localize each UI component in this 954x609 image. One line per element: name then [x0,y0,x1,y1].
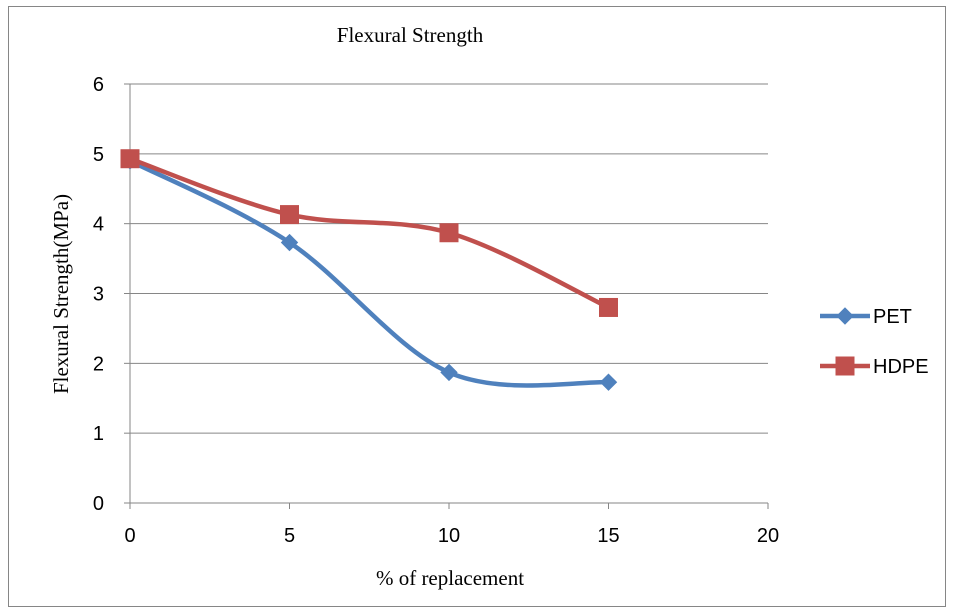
x-tick-label: 5 [284,525,295,547]
y-tick-label: 1 [93,423,104,445]
series-line-hdpe [127,156,611,310]
chart-title: Flexural Strength [337,23,484,47]
legend-item-pet: PET [820,306,912,328]
x-axis-title: % of replacement [376,566,524,590]
y-tick-label: 2 [93,353,104,375]
data-point-pet [440,363,458,382]
data-point-hdpe [599,297,618,317]
data-point-hdpe [280,205,299,225]
x-tick-label: 0 [124,525,135,547]
legend-label: PET [873,306,912,328]
tick-labels: 0 1 2 3 4 5 6 0 5 10 15 20 [93,74,779,547]
legend-item-hdpe: HDPE [820,356,929,378]
gridlines [130,83,768,434]
y-tick-label: 3 [93,284,104,306]
series-line-pet [127,158,611,388]
data-point-hdpe [120,149,140,169]
y-tick-label: 5 [93,144,104,166]
data-point-pet [599,373,618,391]
y-tick-label: 0 [93,493,104,515]
x-tick-label: 15 [597,525,619,547]
y-tick-label: 6 [93,74,104,96]
series [120,149,618,391]
data-point-pet [280,233,299,252]
legend: PET HDPE [820,306,929,378]
legend-marker-hdpe [835,356,855,376]
chart-frame [8,6,946,607]
legend-marker-pet [836,307,854,325]
series-hdpe [120,149,618,317]
data-point-hdpe [439,223,459,243]
y-axis-title: Flexural Strength(MPa) [49,194,73,394]
legend-label: HDPE [873,356,929,378]
x-tick-label: 20 [757,525,779,547]
y-tick-label: 4 [93,214,104,236]
x-tick-label: 10 [438,525,460,547]
